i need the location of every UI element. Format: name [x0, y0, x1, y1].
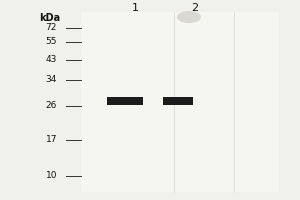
Text: 17: 17 [46, 136, 57, 144]
Bar [164, 97, 194, 105]
Text: 1: 1 [131, 3, 139, 13]
Bar [106, 97, 142, 105]
Text: 10: 10 [46, 171, 57, 180]
Ellipse shape [177, 11, 201, 23]
Text: 55: 55 [46, 38, 57, 46]
Text: kDa: kDa [39, 13, 60, 23]
Text: 34: 34 [46, 75, 57, 84]
Text: 43: 43 [46, 55, 57, 64]
Bar [81, 12, 279, 192]
Text: 72: 72 [46, 23, 57, 32]
Text: 26: 26 [46, 102, 57, 110]
Text: 2: 2 [191, 3, 199, 13]
